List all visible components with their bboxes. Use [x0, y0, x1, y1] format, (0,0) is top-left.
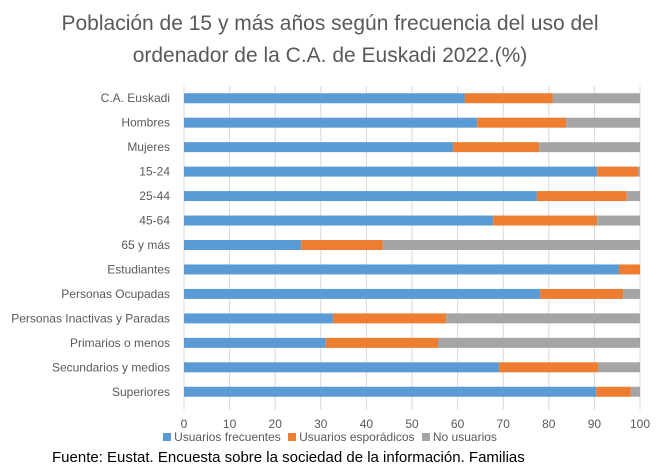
- x-tick-label: 10: [223, 417, 237, 430]
- bar-no-usuarios-personas-ocupadas: [623, 288, 640, 299]
- bar-usuarios-esporadicos-hombres: [477, 117, 567, 128]
- bar-usuarios-esporadicos-secundarios-y-medios: [499, 362, 599, 373]
- category-label-estudiantes: Estudiantes: [107, 262, 170, 276]
- category-label-25-44: 25-44: [139, 189, 170, 203]
- category-label-superiores: Superiores: [112, 385, 170, 399]
- bar-usuarios-esporadicos-45-64: [493, 215, 598, 226]
- category-label-mujeres: Mujeres: [127, 140, 170, 154]
- legend-label-usuarios-esporadicos: Usuarios esporádicos: [299, 430, 415, 444]
- bar-no-usuarios-superiores: [630, 386, 640, 397]
- chart-title-line-2: ordenador de la C.A. de Euskadi 2022.(%): [132, 44, 528, 67]
- bar-usuarios-frecuentes-15-24: [184, 166, 598, 177]
- bar-usuarios-esporadicos-15-24: [597, 166, 639, 177]
- bar-no-usuarios-primarios-o-menos: [437, 337, 640, 348]
- x-tick-label: 0: [181, 417, 188, 430]
- legend-item-no-usuarios: No usuarios: [421, 430, 497, 444]
- bar-usuarios-frecuentes-45-64: [184, 215, 494, 226]
- legend-swatch-usuarios-frecuentes: [163, 433, 172, 441]
- bar-no-usuarios-hombres: [566, 117, 640, 128]
- bar-usuarios-frecuentes-hombres: [184, 117, 478, 128]
- source-note: Fuente: Eustat. Encuesta sobre la socied…: [52, 449, 525, 466]
- bar-usuarios-frecuentes-superiores: [184, 386, 597, 397]
- category-label-65-y-mas: 65 y más: [121, 238, 170, 252]
- bar-no-usuarios-mujeres: [539, 142, 640, 153]
- bar-chart: C.A. Euskadi Hombres Mujeres 15-24 25-44 45-6…: [11, 86, 651, 430]
- x-tick-label: 60: [451, 417, 465, 430]
- bar-usuarios-frecuentes-65-y-mas: [184, 240, 302, 250]
- bar-no-usuarios-c-a-euskadi: [552, 93, 640, 104]
- bar-no-usuarios-personas-inactivas-y-paradas: [446, 313, 640, 324]
- legend-item-usuarios-frecuentes: Usuarios frecuentes: [163, 430, 281, 444]
- x-tick-label: 70: [497, 417, 511, 430]
- x-tick-label: 30: [314, 417, 328, 430]
- bar-usuarios-esporadicos-c-a-euskadi: [464, 93, 553, 104]
- bar-usuarios-frecuentes-secundarios-y-medios: [184, 362, 500, 373]
- legend-swatch-no-usuarios: [421, 433, 430, 441]
- category-label-hombres: Hombres: [121, 116, 170, 130]
- bar-usuarios-frecuentes-25-44: [184, 191, 537, 202]
- bar-no-usuarios-65-y-mas: [382, 240, 640, 250]
- bar-usuarios-esporadicos-superiores: [596, 386, 631, 397]
- bar-usuarios-esporadicos-25-44: [536, 191, 627, 202]
- category-label-15-24: 15-24: [139, 165, 170, 179]
- x-tick-label: 90: [588, 417, 602, 430]
- legend-swatch-usuarios-esporadicos: [288, 433, 297, 441]
- bar-no-usuarios-45-64: [597, 215, 640, 226]
- bar-usuarios-esporadicos-primarios-o-menos: [325, 337, 438, 348]
- legend: Usuarios frecuentes Usuarios esporádicos…: [0, 430, 660, 444]
- bar-usuarios-esporadicos-65-y-mas: [301, 240, 383, 250]
- bar-usuarios-frecuentes-estudiantes: [184, 264, 620, 275]
- category-label-personas-inactivas-y-paradas: Personas Inactivas y Paradas: [11, 311, 170, 325]
- chart-title-line-1: Población de 15 y más años según frecuen…: [61, 12, 599, 35]
- category-label-primarios-o-menos: Primarios o menos: [70, 336, 170, 350]
- legend-label-no-usuarios: No usuarios: [432, 430, 497, 444]
- legend-item-usuarios-esporadicos: Usuarios esporádicos: [288, 430, 415, 444]
- category-label-c-a-euskadi: C.A. Euskadi: [101, 91, 170, 105]
- x-tick-label: 100: [630, 417, 650, 430]
- bar-usuarios-esporadicos-estudiantes: [619, 264, 640, 275]
- bar-usuarios-esporadicos-mujeres: [453, 142, 540, 153]
- bar-no-usuarios-15-24: [638, 166, 640, 177]
- x-tick-label: 40: [360, 417, 374, 430]
- bar-usuarios-frecuentes-mujeres: [184, 142, 454, 153]
- bar-usuarios-esporadicos-personas-inactivas-y-paradas: [333, 313, 447, 324]
- bar-usuarios-frecuentes-personas-inactivas-y-paradas: [184, 313, 334, 324]
- x-tick-label: 20: [269, 417, 283, 430]
- bar-usuarios-frecuentes-personas-ocupadas: [184, 288, 541, 299]
- bar-no-usuarios-25-44: [626, 191, 640, 202]
- bar-usuarios-frecuentes-primarios-o-menos: [184, 337, 326, 348]
- category-label-45-64: 45-64: [139, 214, 170, 228]
- x-tick-label: 50: [405, 417, 419, 430]
- category-labels: C.A. Euskadi Hombres Mujeres 15-24 25-44 45-6…: [11, 91, 170, 399]
- bar-usuarios-frecuentes-c-a-euskadi: [184, 93, 465, 104]
- legend-label-usuarios-frecuentes: Usuarios frecuentes: [174, 430, 281, 444]
- chart-title: Población de 15 y más años según frecuen…: [0, 8, 660, 72]
- bar-usuarios-esporadicos-personas-ocupadas: [540, 288, 624, 299]
- bar-no-usuarios-secundarios-y-medios: [598, 362, 640, 373]
- bars: [184, 93, 640, 397]
- category-label-personas-ocupadas: Personas Ocupadas: [61, 287, 170, 301]
- category-label-secundarios-y-medios: Secundarios y medios: [52, 360, 170, 374]
- x-axis-tick-labels: 0 10 20 30 40 50 60 70 80 90 100: [181, 417, 651, 430]
- x-tick-label: 80: [542, 417, 556, 430]
